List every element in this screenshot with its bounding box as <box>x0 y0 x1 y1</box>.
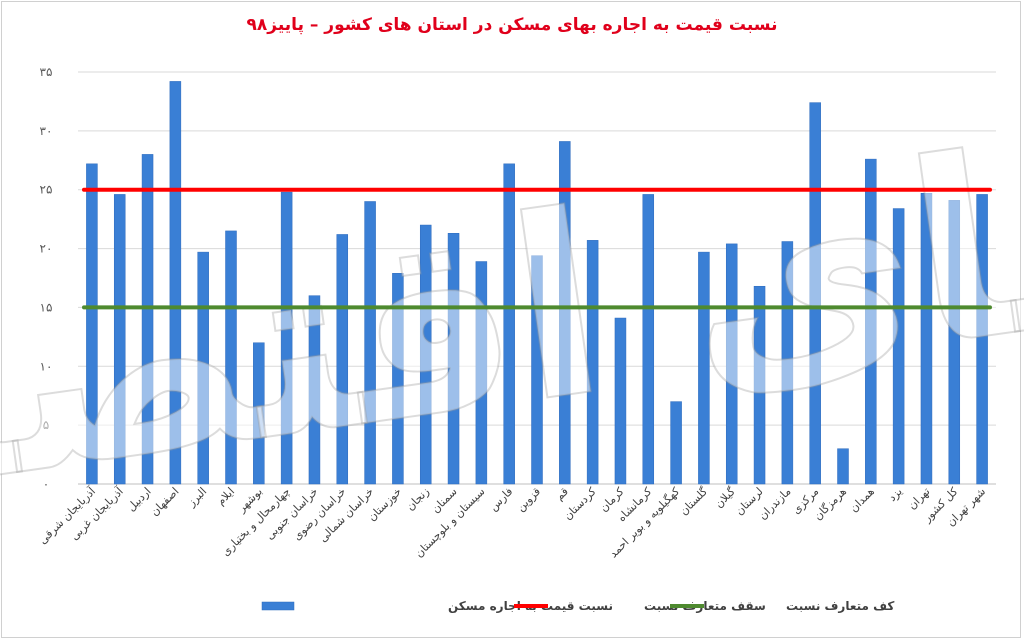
bar <box>976 194 988 485</box>
bar <box>614 317 627 485</box>
bar <box>753 285 766 485</box>
bar <box>559 141 571 485</box>
bar <box>586 240 599 485</box>
bar <box>698 251 710 485</box>
bar <box>86 163 98 485</box>
bar <box>225 230 237 485</box>
bar <box>447 233 460 485</box>
bar <box>865 158 877 485</box>
bar <box>308 295 321 485</box>
bar <box>253 342 265 485</box>
bar <box>725 243 738 485</box>
y-tick-label: ۲۰ <box>40 242 53 256</box>
bars <box>86 81 988 485</box>
legend-label: سقف متعارف نسبت <box>644 599 766 613</box>
reference-lines <box>82 187 992 310</box>
y-tick-label: ۰ <box>43 477 49 491</box>
bar <box>475 261 488 485</box>
x-tick-label: همدان <box>847 485 877 515</box>
x-tick-label: فارس <box>487 485 516 514</box>
y-tick-label: ۱۰ <box>40 359 53 373</box>
x-tick-label: گلستان <box>677 484 710 517</box>
bar <box>503 163 515 485</box>
bar <box>141 154 154 485</box>
x-tick-label: زنجان <box>404 485 432 513</box>
bar <box>419 224 432 485</box>
bar <box>392 273 404 485</box>
y-tick-label: ۲۵ <box>40 183 53 197</box>
bar <box>837 448 849 485</box>
y-tick-label: ۱۵ <box>40 300 53 314</box>
y-tick-label: ۵ <box>43 418 49 432</box>
bar <box>920 192 933 485</box>
y-axis: ۰ ۵ ۱۰ ۱۵ ۲۰ ۲۵ ۳۰ ۳۵ <box>40 65 53 491</box>
bar <box>531 255 543 485</box>
bar <box>670 401 682 485</box>
bar <box>113 194 126 485</box>
bar <box>169 81 182 485</box>
x-tick-label: قزوین <box>514 485 543 514</box>
bar <box>948 200 961 485</box>
bar <box>364 201 376 485</box>
x-tick-label: یزد <box>886 485 905 504</box>
bar <box>336 234 349 485</box>
legend-label: کف متعارف نسبت <box>786 599 894 613</box>
bar <box>197 251 209 485</box>
y-tick-label: ۳۵ <box>40 65 53 79</box>
x-tick-label: قم <box>553 485 571 503</box>
bar <box>809 102 821 485</box>
bar <box>892 208 905 485</box>
y-tick-label: ۳۰ <box>40 124 53 138</box>
bar <box>280 191 293 485</box>
bar <box>642 194 655 485</box>
legend-swatch-bar <box>261 601 295 611</box>
chart-title: نسبت قیمت به اجاره بهای مسکن در استان ها… <box>247 15 778 35</box>
bar <box>781 241 794 485</box>
